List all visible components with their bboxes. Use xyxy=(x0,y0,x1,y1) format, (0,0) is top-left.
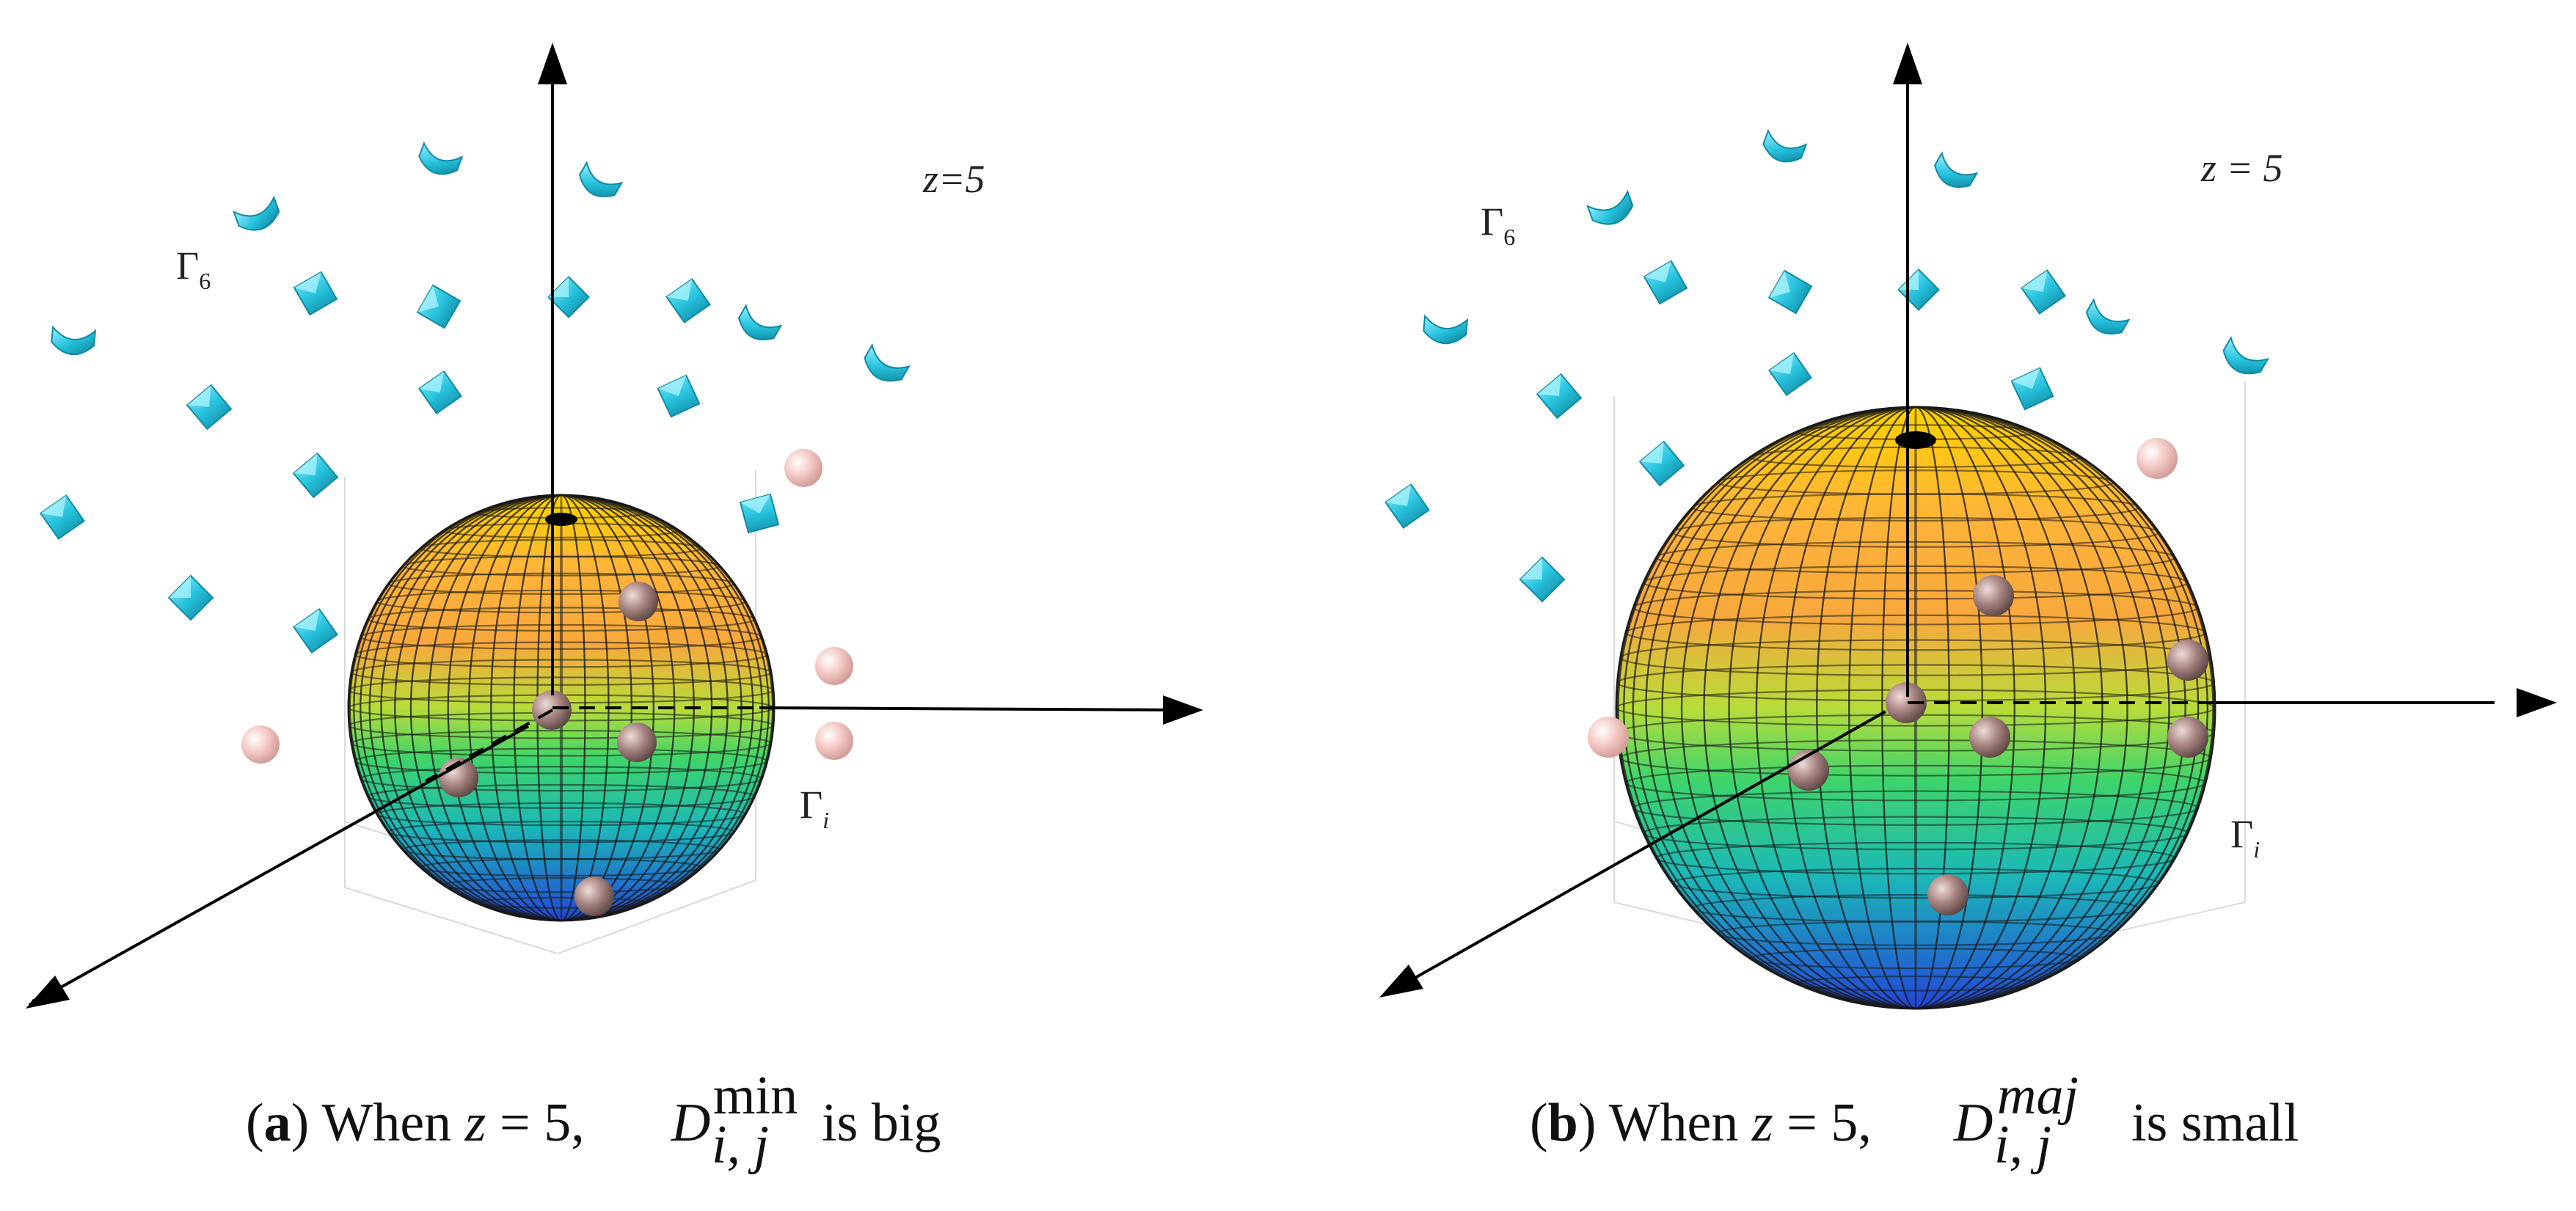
x-axis xyxy=(1386,710,1886,995)
tile-marker xyxy=(864,343,911,382)
tile-marker xyxy=(1586,189,1634,225)
brown-point xyxy=(2167,717,2208,758)
svg-text:is small: is small xyxy=(2131,1093,2299,1153)
cube-marker xyxy=(657,374,701,418)
cube-marker xyxy=(2010,367,2054,411)
cube-marker xyxy=(1768,352,1812,396)
tile-marker xyxy=(578,161,624,198)
pink-point xyxy=(815,722,853,760)
y-axis xyxy=(759,706,1193,714)
panel-b: z = 5 Γ6 Γi (b) When z = 5, D maj i, j i… xyxy=(1379,43,2557,1175)
svg-text:min: min xyxy=(713,1066,798,1126)
cube-marker xyxy=(416,284,461,329)
cube-marker xyxy=(1897,268,1940,311)
caption-b: (b) When z = 5, D maj i, j is small xyxy=(1530,1066,2299,1175)
gamma-6-label: Γ6 xyxy=(176,244,211,294)
cube-marker xyxy=(292,452,339,499)
cube-marker xyxy=(739,493,780,534)
caption-a: (a) When z = 5, D min i, j is big xyxy=(246,1066,941,1175)
tile-marker xyxy=(2085,298,2131,335)
axes xyxy=(29,52,1193,1006)
svg-text:(a) When z = 5,: (a) When z = 5, xyxy=(246,1093,585,1153)
svg-text:D: D xyxy=(1953,1093,1993,1153)
tile-marker xyxy=(233,195,280,231)
cube-marker xyxy=(1767,269,1813,315)
point-spheres xyxy=(1588,438,2208,915)
panel-a: z=5 Γ6 Γi (a) When z = 5, D min i, j is … xyxy=(26,43,1203,1175)
tile-marker xyxy=(51,325,97,356)
gamma-i-label: Γi xyxy=(2230,812,2260,863)
tile-marker xyxy=(2222,335,2269,375)
cube-marker xyxy=(418,370,462,414)
pink-point xyxy=(815,647,853,685)
cube-marker xyxy=(1638,440,1685,487)
tile-marker xyxy=(1933,151,1979,189)
x-axis xyxy=(29,725,529,1006)
axes xyxy=(1386,53,2495,995)
cube-marker xyxy=(1384,483,1430,529)
brown-point xyxy=(617,722,657,762)
z-value-label: z=5 xyxy=(922,157,985,201)
cube-marker xyxy=(293,271,338,316)
cube-marker xyxy=(1519,556,1566,603)
cube-marker xyxy=(40,494,85,540)
arrowheads xyxy=(1379,43,2557,998)
brown-point xyxy=(1927,874,1969,915)
cube-marker xyxy=(293,608,338,654)
gamma-6-label: Γ6 xyxy=(1481,200,1515,250)
tile-marker xyxy=(737,304,783,341)
pink-point xyxy=(241,725,280,764)
brown-point xyxy=(1973,575,2014,616)
svg-text:i, j: i, j xyxy=(1994,1115,2051,1175)
cube-marker xyxy=(186,384,233,431)
gamma-i-label: Γi xyxy=(800,783,829,833)
brown-point xyxy=(1886,682,1927,723)
pink-point xyxy=(784,449,822,487)
cube-marker xyxy=(167,574,214,621)
svg-text:(b) When z = 5,: (b) When z = 5, xyxy=(1530,1093,1872,1153)
brown-point xyxy=(619,582,658,621)
svg-text:i, j: i, j xyxy=(712,1115,769,1175)
pink-point xyxy=(1588,717,1629,758)
tile-marker xyxy=(1423,314,1469,345)
svg-text:maj: maj xyxy=(1997,1066,2079,1126)
cube-marker xyxy=(1536,373,1583,420)
brown-point xyxy=(574,877,614,916)
cube-marker xyxy=(665,278,711,323)
cube-marker xyxy=(547,276,590,318)
svg-text:D: D xyxy=(671,1093,710,1153)
arrowheads xyxy=(26,43,1203,1009)
brown-point xyxy=(1969,717,2010,758)
svg-text:is big: is big xyxy=(822,1093,941,1153)
pink-point xyxy=(2137,438,2178,479)
cyan-cubes xyxy=(40,141,911,715)
cube-marker xyxy=(2021,269,2066,315)
cube-marker xyxy=(1643,260,1688,305)
brown-point xyxy=(2167,640,2208,681)
tile-marker xyxy=(1762,128,1808,163)
z-value-label: z = 5 xyxy=(2200,146,2283,190)
tile-marker xyxy=(418,141,464,175)
